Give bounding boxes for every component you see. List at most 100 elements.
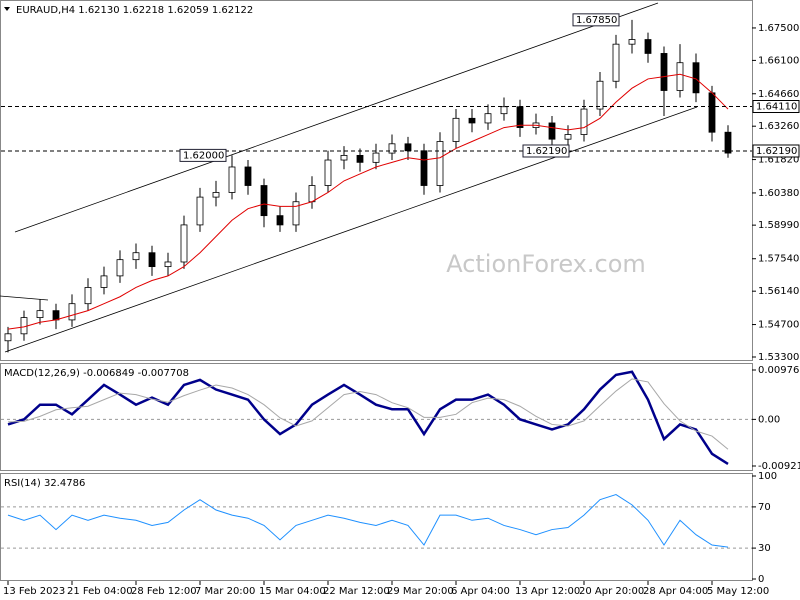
x-tick-label: 21 Feb 04:00 [67, 586, 133, 597]
y-tick-label: 1.57540 [758, 254, 799, 265]
candle-body [260, 185, 268, 217]
candle-body [180, 224, 188, 263]
candle-body [708, 92, 716, 133]
y-tick-label: 1.64660 [758, 89, 799, 100]
x-tick-label: 7 Mar 20:00 [195, 586, 255, 597]
candle-body [692, 62, 700, 94]
candle-body [644, 39, 652, 54]
x-tick-label: 13 Apr 12:00 [515, 586, 580, 597]
candle-body [676, 62, 684, 91]
rsi-header: RSI(14) 32.4786 [4, 478, 85, 489]
y-tick-label: 1.67500 [758, 23, 799, 34]
candle-body [660, 53, 668, 91]
candle-body [452, 117, 460, 142]
series-line [7, 493, 729, 548]
annotation-box [522, 144, 570, 158]
candle-body [612, 43, 620, 82]
series-line [7, 73, 729, 330]
channel-lower [4, 106, 698, 353]
candle-body [228, 166, 236, 193]
x-tick-label: 13 Feb 2023 [3, 586, 65, 597]
candle-body [500, 106, 508, 115]
candle-body [372, 152, 380, 163]
level-label: 1.64110 [756, 102, 797, 113]
candle-body [564, 134, 572, 140]
candle-body [484, 113, 492, 124]
candle-body [420, 150, 428, 186]
candle-body [244, 166, 252, 186]
candle-body [724, 131, 732, 154]
candle-body [276, 215, 284, 226]
x-tick-label: 28 Feb 12:00 [131, 586, 197, 597]
candle-body [388, 143, 396, 154]
candle-body [68, 303, 76, 321]
annotation-label: 1.62000 [183, 150, 224, 161]
level-label: 1.62190 [756, 146, 797, 157]
watermark: ActionForex.com [446, 250, 646, 278]
y-tick-label: 1.63260 [758, 121, 799, 132]
y-tick-label: 30 [758, 543, 771, 554]
candle-body [4, 333, 12, 342]
candle-body [340, 154, 348, 161]
candle-body [148, 252, 156, 268]
rsi-panel [0, 473, 753, 581]
candle-body [580, 108, 588, 135]
macd-panel [0, 363, 753, 471]
x-tick-label: 5 May 12:00 [707, 586, 769, 597]
annotation-label: 1.67850 [576, 15, 617, 26]
annotation-box [179, 148, 227, 162]
candle-body [436, 141, 444, 186]
candle-body [100, 275, 108, 288]
candle-body [196, 196, 204, 226]
y-tick-label: 1.60380 [758, 188, 799, 199]
candle-body [84, 287, 92, 305]
y-tick-label: 100 [758, 471, 777, 482]
series-line [7, 378, 729, 450]
candle-body [292, 201, 300, 226]
header-arrow [4, 7, 10, 11]
x-tick-label: 29 Mar 20:00 [387, 586, 454, 597]
y-tick-label: 0.009761 [758, 365, 800, 376]
candle-body [356, 154, 364, 163]
y-tick-label: 0 [758, 574, 764, 585]
y-tick-label: 1.66100 [758, 55, 799, 66]
annotation-label: 1.62190 [526, 146, 567, 157]
y-tick-label: 1.61820 [758, 155, 799, 166]
candle-body [164, 261, 172, 268]
channel-upper [14, 2, 659, 233]
y-tick-label: 70 [758, 502, 771, 513]
price-header: EURAUD,H4 1.62130 1.62218 1.62059 1.6212… [16, 5, 253, 16]
y-tick-label: 1.53300 [758, 352, 799, 363]
x-tick-label: 15 Mar 04:00 [259, 586, 326, 597]
candle-body [628, 39, 636, 45]
candle-body [324, 159, 332, 186]
y-tick-label: 1.54700 [758, 320, 799, 331]
x-tick-label: 20 Apr 20:00 [579, 586, 644, 597]
candle-body [52, 310, 60, 321]
y-tick-label: -0.009216 [758, 461, 800, 472]
candle-body [36, 310, 44, 318]
candle-body [516, 106, 524, 128]
x-tick-label: 28 Apr 04:00 [643, 586, 708, 597]
candle-body [132, 252, 140, 261]
series-line [7, 370, 729, 465]
price-panel [0, 0, 753, 361]
level-box [752, 100, 800, 114]
candle-body [308, 185, 316, 203]
x-tick-label: 22 Mar 12:00 [323, 586, 390, 597]
annotation-box [572, 13, 620, 27]
y-tick-label: 0.00 [758, 414, 780, 425]
level-box [752, 144, 800, 158]
candle-body [596, 80, 604, 110]
candle-body [20, 317, 28, 335]
candle-body [212, 192, 220, 198]
candle-body [468, 117, 476, 124]
candle-body [116, 259, 124, 277]
candle-body [548, 122, 556, 140]
candle-body [404, 143, 412, 152]
y-tick-label: 1.58990 [758, 220, 799, 231]
macd-header: MACD(12,26,9) -0.006849 -0.007708 [4, 368, 189, 379]
